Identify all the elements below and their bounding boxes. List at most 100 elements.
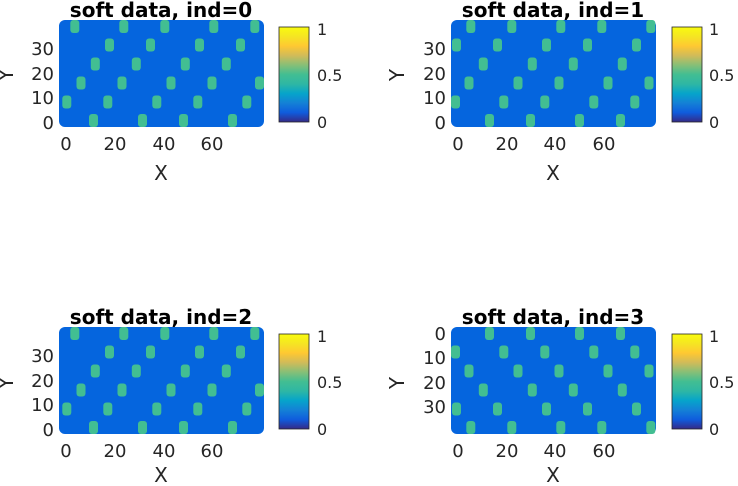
soft-data-patch <box>131 364 141 378</box>
soft-data-patch <box>542 402 551 416</box>
colorbar-tick-label: 1 <box>317 327 327 346</box>
soft-data-patch <box>250 20 260 33</box>
soft-data-patch <box>209 327 219 340</box>
soft-data-patch <box>507 421 517 434</box>
soft-data-patch <box>542 38 551 52</box>
soft-data-patch <box>117 76 127 90</box>
soft-data-patch <box>499 95 509 109</box>
x-axis-label: X <box>154 463 168 486</box>
soft-data-patch <box>195 38 204 52</box>
colorbar-tick-label: 0 <box>317 113 327 132</box>
colorbar-tick-label: 1 <box>709 20 719 39</box>
soft-data-patch <box>105 38 114 52</box>
soft-data-patch <box>103 95 113 109</box>
soft-data-patch <box>228 421 237 434</box>
soft-data-patch <box>464 76 474 90</box>
colorbar: 1 0.5 0 <box>671 20 734 132</box>
soft-data-patch <box>89 114 98 127</box>
y-tick-label: 10 <box>423 348 446 369</box>
soft-data-patch <box>583 38 592 52</box>
subplot-ind-3: soft data, ind=3 0 10 20 30 0 20 40 60 X… <box>385 305 734 486</box>
soft-data-patch <box>452 402 461 416</box>
heatmap-area <box>451 20 656 127</box>
soft-data-patch <box>193 402 203 416</box>
soft-data-patch <box>597 421 607 434</box>
soft-data-patch <box>221 364 231 378</box>
plot-title: soft data, ind=0 <box>70 0 252 22</box>
plot-title: soft data, ind=1 <box>462 0 644 22</box>
soft-data-patch <box>632 402 641 416</box>
soft-data-patch <box>451 345 460 359</box>
soft-data-patch <box>62 402 72 416</box>
x-tick-label: 40 <box>544 441 567 462</box>
colorbar-tick-label: 0.5 <box>317 66 342 85</box>
soft-data-patch <box>242 402 252 416</box>
soft-data-patch <box>166 383 176 397</box>
soft-data-patch <box>70 327 80 340</box>
soft-data-patch <box>568 383 578 397</box>
soft-data-patch <box>646 421 656 434</box>
soft-data-patch <box>499 345 509 359</box>
subplot-ind-0: soft data, ind=0 30 20 10 0 0 20 40 60 X… <box>0 0 342 185</box>
soft-data-patch <box>527 383 537 397</box>
heatmap-background <box>451 327 656 434</box>
soft-data-patch <box>452 38 461 52</box>
soft-data-patch <box>221 57 231 71</box>
soft-data-patch <box>540 345 550 359</box>
soft-data-patch <box>119 327 129 340</box>
soft-data-patch <box>466 421 476 434</box>
soft-data-patch <box>478 383 488 397</box>
y-tick-label: 30 <box>31 346 54 367</box>
soft-data-patch <box>644 76 654 90</box>
soft-data-patch <box>180 364 190 378</box>
soft-data-patch <box>513 364 523 378</box>
soft-data-patch <box>568 57 578 71</box>
x-axis-label: X <box>546 161 560 185</box>
colorbar-tick-label: 0 <box>317 420 327 439</box>
soft-data-patch <box>119 20 129 33</box>
soft-data-patch <box>152 402 162 416</box>
soft-data-patch <box>575 114 584 127</box>
x-tick-label: 40 <box>153 134 176 155</box>
soft-data-patch <box>632 38 641 52</box>
soft-data-patch <box>554 76 564 90</box>
soft-data-patch <box>146 345 155 359</box>
soft-data-patch <box>160 20 170 33</box>
soft-data-patch <box>603 364 613 378</box>
soft-data-patch <box>507 20 517 33</box>
soft-data-patch <box>76 383 86 397</box>
soft-data-patch <box>255 76 264 90</box>
x-axis-label: X <box>154 161 168 185</box>
soft-data-patch <box>195 345 204 359</box>
heatmap-area <box>451 327 656 434</box>
soft-data-patch <box>540 95 550 109</box>
x-tick-label: 60 <box>201 441 224 462</box>
soft-data-patch <box>242 95 252 109</box>
y-tick-label: 0 <box>43 113 54 134</box>
soft-data-patch <box>236 345 245 359</box>
soft-data-patch <box>179 114 188 127</box>
soft-data-patch <box>513 76 523 90</box>
plot-title: soft data, ind=2 <box>70 305 252 329</box>
y-tick-label: 20 <box>423 373 446 394</box>
plot-title: soft data, ind=3 <box>462 305 644 329</box>
soft-data-patch <box>160 327 170 340</box>
soft-data-patch <box>485 114 494 127</box>
heatmap-area <box>59 20 264 127</box>
colorbar-tick-label: 0 <box>709 420 719 439</box>
colorbar-tick-label: 0.5 <box>709 66 734 85</box>
soft-data-patch <box>554 364 564 378</box>
soft-data-patch <box>526 327 535 340</box>
soft-data-patch <box>138 114 147 127</box>
soft-data-patch <box>207 76 217 90</box>
x-tick-label: 0 <box>60 441 71 462</box>
soft-data-patch <box>575 327 584 340</box>
x-tick-label: 40 <box>544 134 567 155</box>
heatmap-background <box>59 20 264 127</box>
soft-data-patch <box>556 421 566 434</box>
heatmap-background <box>451 20 656 127</box>
soft-data-patch <box>166 76 176 90</box>
colorbar: 1 0.5 0 <box>671 327 734 439</box>
soft-data-patch <box>180 57 190 71</box>
